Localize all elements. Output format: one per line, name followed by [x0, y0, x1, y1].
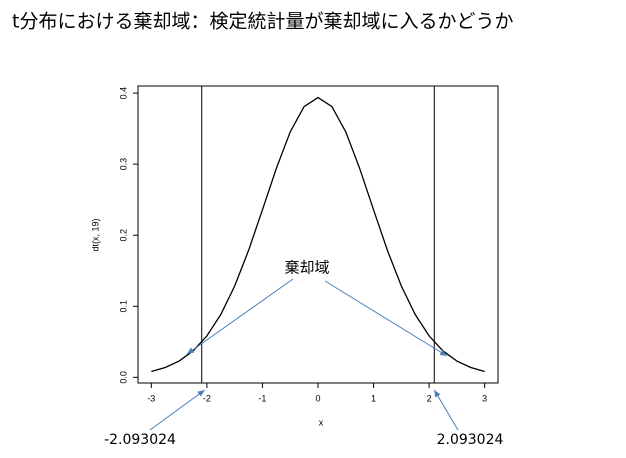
x-tick-label: 0 — [315, 393, 320, 403]
chart-title: t分布における棄却域：検定統計量が棄却域に入るかどうか — [12, 11, 513, 33]
arrow — [324, 280, 448, 357]
y-tick-label: 0.4 — [118, 87, 128, 100]
x-tick-label: 2 — [427, 393, 432, 403]
y-tick-label: 0.3 — [118, 158, 128, 171]
density-line — [151, 96, 485, 373]
x-tick-label: -2 — [203, 393, 211, 403]
x-tick-label: 1 — [371, 393, 376, 403]
x-axis-label: x — [319, 417, 324, 427]
x-tick-label: -1 — [258, 393, 266, 403]
y-tick-label: 0.0 — [118, 371, 128, 384]
critical-label: 2.093024 — [437, 432, 504, 448]
annotation: 棄却域 — [284, 259, 329, 277]
y-tick-label: 0.1 — [118, 300, 128, 313]
x-tick-label: -3 — [147, 393, 155, 403]
arrow — [433, 389, 459, 431]
critical-label: -2.093024 — [104, 432, 176, 448]
arrow — [186, 278, 294, 355]
y-axis-label: dt(x, 19) — [90, 218, 100, 251]
y-tick-label: 0.2 — [118, 229, 128, 242]
arrow — [149, 389, 206, 431]
x-tick-label: 3 — [482, 393, 487, 403]
plot-box — [137, 85, 499, 384]
